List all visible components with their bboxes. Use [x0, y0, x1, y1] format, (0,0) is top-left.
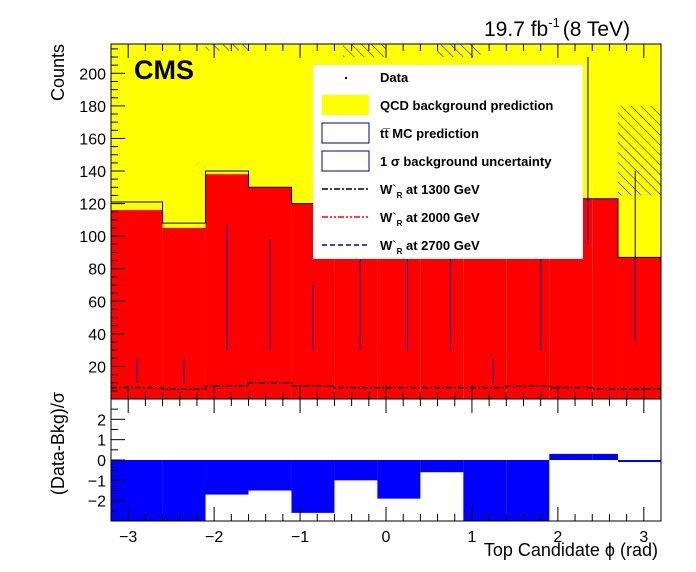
legend-wr1300-label: W`R at 1300 GeV [380, 182, 480, 200]
ratio-bar [549, 453, 593, 460]
wr1300-curve [111, 381, 661, 390]
legend-qcd-swatch [322, 95, 369, 115]
ratio-y-tick-label: 2 [97, 412, 106, 429]
legend-qcd-label: QCD background prediction [380, 98, 553, 113]
main-y-tick-label: 160 [79, 131, 106, 148]
ratio-bar [248, 460, 292, 491]
legend-unc-swatch [321, 150, 370, 172]
legend-data-label: Data [380, 70, 409, 85]
ratio-bar [291, 460, 335, 513]
legend-unc-label: 1 σ background uncertainty [380, 154, 552, 169]
ttbar-bar [618, 257, 661, 399]
x-axis-label: Top Candidate ϕ (rad) [484, 540, 658, 560]
cms-label: CMS [134, 55, 194, 85]
main-y-tick-label: 140 [79, 164, 106, 181]
uncertainty-hatch [343, 44, 386, 58]
ratio-y-axis-label: (Data-Bkg)/σ [48, 392, 68, 495]
main-y-tick-label: 100 [79, 229, 106, 246]
ratio-bar [463, 460, 507, 521]
main-y-tick-label: 60 [88, 294, 106, 311]
ratio-bar [618, 460, 661, 463]
legend-ttbar-swatch [321, 122, 370, 144]
ratio-y-axis: −2 −1 0 1 2 [88, 408, 125, 512]
uncertainty-hatch [205, 44, 249, 51]
ratio-bar [506, 460, 550, 521]
ratio-bar [592, 453, 619, 460]
main-y-tick-label: 20 [88, 359, 106, 376]
x-tick-label: −1 [291, 529, 309, 546]
ratio-x-axis: −3 −2 −1 0 1 2 3 [110, 399, 662, 546]
ratio-y-tick-label: 0 [97, 453, 106, 470]
x-tick-label: 3 [639, 529, 648, 546]
main-y-tick-label: 80 [88, 262, 106, 279]
ratio-bar [162, 460, 206, 521]
x-tick-label: −3 [119, 529, 137, 546]
main-y-axis-label: Counts [48, 44, 68, 101]
ratio-bar [334, 460, 378, 481]
uncertainty-hatch [437, 44, 481, 58]
ratio-y-tick-label: −1 [88, 473, 106, 490]
ratio-bar [111, 460, 163, 521]
main-y-tick-label: 180 [79, 99, 106, 116]
legend-ttbar-label: tt̅ MC prediction [380, 126, 479, 141]
main-y-axis: 20 40 60 80 100 120 140 160 180 200 [79, 44, 662, 399]
ttbar-bar [592, 198, 619, 399]
ratio-bar [377, 460, 421, 499]
ratio-y-tick-label: −2 [88, 494, 106, 511]
x-tick-label: 2 [553, 529, 562, 546]
main-y-tick-label: 120 [79, 197, 106, 214]
main-y-tick-label: 200 [79, 66, 106, 83]
main-y-tick-label: 40 [88, 327, 106, 344]
ratio-bar [420, 460, 464, 473]
legend: Data QCD background prediction tt̅ MC pr… [313, 65, 583, 259]
ratio-y-tick-label: 1 [97, 433, 106, 450]
legend-wr2000-label: W`R at 2000 GeV [380, 210, 480, 228]
x-tick-label: 1 [467, 529, 476, 546]
legend-data-marker [345, 77, 347, 79]
ratio-bar [205, 460, 249, 495]
x-tick-label: 0 [382, 529, 391, 546]
ratio-panel-bars [111, 453, 661, 521]
legend-wr2700-label: W`R at 2700 GeV [380, 238, 480, 256]
x-tick-label: −2 [205, 529, 223, 546]
uncertainty-hatch [618, 105, 661, 196]
main-panel-signal [111, 381, 661, 390]
lumi-label: 19.7 fb-1 (8 TeV) [484, 15, 630, 41]
